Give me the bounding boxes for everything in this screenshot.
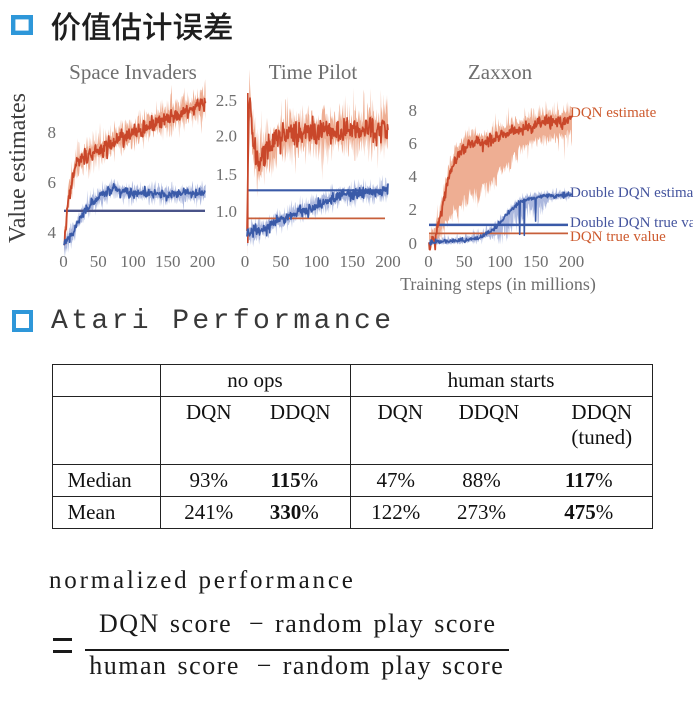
svg-text:50: 50 bbox=[272, 252, 289, 271]
svg-text:200: 200 bbox=[190, 252, 216, 271]
svg-text:200: 200 bbox=[375, 252, 401, 271]
svg-text:150: 150 bbox=[340, 252, 366, 271]
svg-text:100: 100 bbox=[120, 252, 146, 271]
svg-text:200: 200 bbox=[559, 252, 585, 271]
svg-text:2.5: 2.5 bbox=[216, 91, 237, 110]
svg-text:Value estimates: Value estimates bbox=[5, 93, 31, 243]
svg-text:6: 6 bbox=[48, 173, 57, 192]
svg-text:1.0: 1.0 bbox=[216, 202, 237, 221]
svg-text:2.0: 2.0 bbox=[216, 127, 237, 146]
svg-text:Training steps (in millions): Training steps (in millions) bbox=[400, 274, 596, 295]
svg-text:Space Invaders: Space Invaders bbox=[69, 60, 197, 84]
svg-text:100: 100 bbox=[487, 252, 513, 271]
svg-text:0: 0 bbox=[424, 252, 433, 271]
svg-text:0: 0 bbox=[59, 252, 68, 271]
svg-text:Time Pilot: Time Pilot bbox=[269, 60, 358, 84]
svg-text:4: 4 bbox=[48, 223, 57, 242]
svg-text:50: 50 bbox=[456, 252, 473, 271]
svg-text:50: 50 bbox=[90, 252, 107, 271]
svg-text:2: 2 bbox=[409, 200, 418, 219]
svg-text:150: 150 bbox=[155, 252, 181, 271]
svg-text:Double DQN true value: Double DQN true value bbox=[570, 215, 693, 231]
svg-text:100: 100 bbox=[304, 252, 330, 271]
svg-text:DQN true value: DQN true value bbox=[570, 229, 666, 245]
svg-text:6: 6 bbox=[409, 134, 418, 153]
svg-text:DQN estimate: DQN estimate bbox=[570, 105, 657, 121]
svg-text:8: 8 bbox=[409, 101, 418, 120]
svg-text:8: 8 bbox=[48, 123, 57, 142]
svg-text:0: 0 bbox=[409, 234, 418, 253]
svg-text:1.5: 1.5 bbox=[216, 165, 237, 184]
svg-text:Double DQN estimate: Double DQN estimate bbox=[570, 185, 693, 201]
svg-text:Zaxxon: Zaxxon bbox=[468, 60, 533, 84]
svg-text:150: 150 bbox=[523, 252, 549, 271]
svg-text:0: 0 bbox=[241, 252, 250, 271]
svg-text:4: 4 bbox=[409, 167, 418, 186]
